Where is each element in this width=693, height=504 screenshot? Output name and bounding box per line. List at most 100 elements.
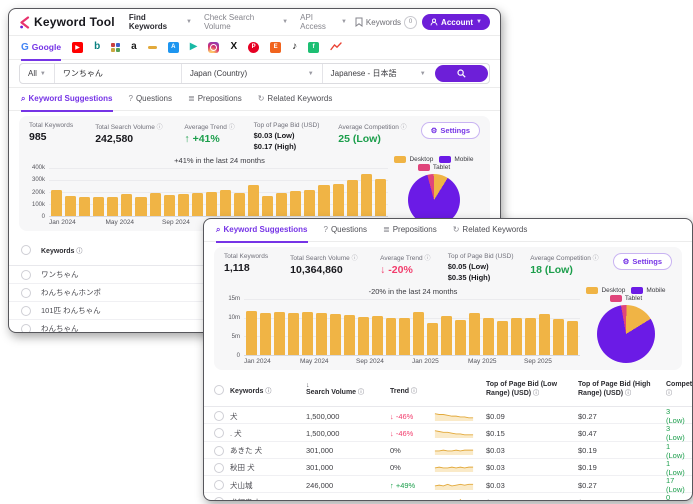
bar[interactable] [455,320,466,355]
col-bid-low[interactable]: Top of Page Bid (Low Range) (USD) ⓘ [486,381,578,399]
settings-button[interactable]: ⚙Settings [613,253,672,270]
bar[interactable] [441,316,452,355]
tab-keyword-suggestions[interactable]: ⌕Keyword Suggestions [21,88,113,112]
keyword-cell[interactable]: ワンちゃん [41,269,209,280]
bar[interactable] [51,190,62,216]
language-dropdown[interactable]: Japanese - 日本語▼ [322,64,434,83]
search-input[interactable] [55,69,181,78]
bar[interactable] [192,193,203,216]
bar[interactable] [361,174,372,216]
platform-google-trends-icon[interactable] [330,36,342,61]
platform-pinterest-icon[interactable]: P [248,36,259,61]
row-checkbox[interactable] [214,411,224,421]
platform-app-store-icon[interactable]: A [168,36,179,61]
row-checkbox[interactable] [214,446,224,456]
bar[interactable] [150,193,161,216]
bar[interactable] [79,197,90,216]
keyword-cell[interactable]: わんちゃん [41,323,209,333]
search-button[interactable] [435,65,488,82]
bar[interactable] [347,180,358,216]
tab-questions[interactable]: ?Questions [129,88,172,112]
bar[interactable] [497,321,508,355]
bar[interactable] [93,197,104,216]
bar[interactable] [206,192,217,216]
bar[interactable] [234,193,245,216]
nav-check-search-volume[interactable]: Check Search Volume▼ [204,13,288,31]
bar[interactable] [121,194,132,216]
tab-related-keywords[interactable]: ↻Related Keywords [258,88,333,112]
bar[interactable] [375,179,386,216]
settings-button[interactable]: ⚙Settings [421,122,480,139]
col-keywords[interactable]: Keywords ⓘ [230,386,306,395]
saved-keywords[interactable]: Keywords 0 [355,16,417,29]
bar[interactable] [164,195,175,216]
col-search-volume[interactable]: ↓Search Volume ⓘ [306,382,390,398]
bar[interactable] [413,312,424,355]
keyword-cell[interactable]: 犬飼貴丈 [230,497,306,501]
platform-instagram-icon[interactable] [208,36,219,61]
table-row[interactable]: 犬1,500,000↓ -46%$0.09$0.273 (Low) [204,407,692,424]
table-row[interactable]: あきた 犬301,0000%$0.03$0.191 (Low) [204,442,692,459]
bar[interactable] [135,197,146,216]
bar[interactable] [276,193,287,216]
platform-google-play-icon[interactable]: ▶ [190,36,198,61]
row-checkbox[interactable] [21,270,31,280]
bar[interactable] [262,196,273,216]
bar[interactable] [220,190,231,216]
platform-amazon-icon[interactable]: a [131,36,137,61]
bar[interactable] [358,317,369,355]
tab-prepositions[interactable]: ≣Prepositions [188,88,242,112]
bar[interactable] [65,196,76,216]
platform-tiktok-icon[interactable]: ♪ [292,36,297,61]
bar[interactable] [539,314,550,355]
bar[interactable] [288,313,299,355]
platform-x-twitter-icon[interactable]: X [230,36,237,61]
table-row[interactable]: 犬山城246,000↑ +49%$0.03$0.2717 (Low) [204,476,692,493]
col-bid-high[interactable]: Top of Page Bid (High Range) (USD) ⓘ [578,381,666,399]
platform-bing-icon[interactable]: b [94,36,100,61]
bar[interactable] [316,313,327,355]
keyword-cell[interactable]: 犬 [230,411,306,422]
col-keywords[interactable]: Keywords ⓘ [41,246,209,255]
row-checkbox[interactable] [21,324,31,334]
row-checkbox[interactable] [214,497,224,501]
bar[interactable] [107,197,118,216]
bar[interactable] [344,315,355,355]
col-competition[interactable]: Competition ⓘ [666,381,693,399]
platform-ebay-icon[interactable] [111,36,120,61]
row-checkbox[interactable] [21,288,31,298]
bar[interactable] [333,184,344,216]
bar[interactable] [553,319,564,355]
tab-keyword-suggestions[interactable]: ⌕Keyword Suggestions [216,219,308,243]
bar[interactable] [274,312,285,355]
tab-related-keywords[interactable]: ↻Related Keywords [453,219,528,243]
bar[interactable] [399,318,410,355]
bar[interactable] [290,191,301,216]
country-dropdown[interactable]: Japan (Country)▼ [181,64,322,83]
keyword-cell[interactable]: 101匹 わんちゃん [41,305,209,316]
bar[interactable] [483,318,494,355]
row-checkbox[interactable] [214,428,224,438]
keyword-cell[interactable]: . 犬 [230,428,306,439]
table-row[interactable]: 秋田 犬301,0000%$0.03$0.191 (Low) [204,459,692,476]
keyword-cell[interactable]: 秋田 犬 [230,462,306,473]
table-row[interactable]: . 犬1,500,000↓ -46%$0.15$0.473 (Low) [204,424,692,441]
row-checkbox[interactable] [214,463,224,473]
bar[interactable] [525,318,536,355]
bar[interactable] [304,190,315,216]
platform-fiverr-icon[interactable]: f [308,36,319,61]
row-checkbox[interactable] [21,306,31,316]
scope-dropdown[interactable]: All▼ [20,64,55,83]
app-logo[interactable]: Keyword Tool [19,15,115,29]
bar[interactable] [246,311,257,355]
select-all-checkbox[interactable] [21,245,31,255]
keyword-cell[interactable]: 犬山城 [230,480,306,491]
tab-prepositions[interactable]: ≣Prepositions [383,219,437,243]
col-trend[interactable]: Trend ⓘ [390,386,434,395]
account-button[interactable]: Account ▼ [422,14,490,30]
bar[interactable] [469,313,480,355]
select-all-checkbox[interactable] [214,385,224,395]
row-checkbox[interactable] [214,480,224,490]
platform-youtube-icon[interactable]: ▶ [72,36,83,61]
bar[interactable] [372,316,383,355]
